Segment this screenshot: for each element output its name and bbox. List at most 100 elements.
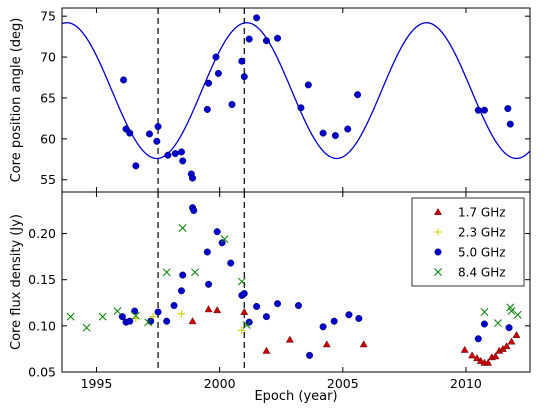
- flux-point-circle: [227, 259, 235, 267]
- legend-box: [411, 197, 525, 287]
- flux-point-circle: [253, 302, 261, 310]
- legend-label: 2.3 GHz: [458, 226, 506, 240]
- legend-label: 8.4 GHz: [458, 266, 506, 280]
- position-angle-point: [205, 79, 213, 87]
- flux-point-circle: [177, 287, 185, 295]
- flux-point-circle: [345, 311, 353, 319]
- flux-point-circle: [190, 206, 198, 214]
- position-angle-point: [145, 130, 153, 138]
- top-vertical-lines: [157, 8, 245, 192]
- position-angle-point: [304, 81, 312, 89]
- position-angle-point: [203, 105, 211, 113]
- position-angle-point: [274, 34, 282, 42]
- flux-point-x: [513, 310, 522, 319]
- flux-point-triangle: [240, 307, 249, 315]
- position-angle-point: [214, 69, 222, 77]
- flux-point-x: [494, 319, 502, 328]
- flux-point-triangle: [476, 356, 485, 364]
- flux-point-triangle: [468, 351, 477, 359]
- bottom-panel: 0.05 0.10 0.15 0.20 1995 2000 2005 2010 Core f…: [9, 191, 531, 404]
- flux-point-triangle: [262, 346, 271, 354]
- flux-point-circle: [306, 351, 314, 359]
- flux-point-x: [113, 307, 122, 316]
- flux-point-triangle: [473, 354, 481, 362]
- position-angle-point: [331, 132, 339, 140]
- position-angle-point: [171, 150, 179, 158]
- flux-point-x: [480, 308, 489, 316]
- y-tick-label: 0.10: [28, 318, 56, 333]
- top-panel: 55 60 65 70 75 Core position angle (deg): [9, 7, 531, 193]
- flux-point-triangle: [188, 317, 197, 325]
- flux-point-x: [98, 312, 107, 321]
- position-angle-point: [297, 104, 305, 112]
- flux-point-circle: [147, 317, 155, 325]
- position-angle-point: [126, 129, 134, 137]
- y-tick-label: 70: [40, 50, 56, 65]
- top-data-points: [120, 14, 514, 182]
- y-tick-label: 75: [40, 9, 56, 24]
- position-angle-point: [319, 129, 327, 137]
- flux-point-circle: [218, 239, 226, 247]
- legend-marker: [434, 248, 442, 256]
- model-curve: [61, 22, 531, 160]
- flux-point-circle: [203, 248, 211, 256]
- position-angle-point: [154, 123, 162, 131]
- flux-point-x: [144, 318, 153, 327]
- flux-point-circle: [170, 302, 178, 310]
- legend: 1.7 GHz 2.3 GHz 5.0 GHz 8.4 GHz: [411, 197, 525, 287]
- position-angle-point: [504, 105, 512, 113]
- position-angle-point: [474, 106, 482, 114]
- position-angle-point: [253, 14, 261, 22]
- flux-point-circle: [154, 308, 162, 316]
- y-tick-label: 65: [40, 90, 56, 105]
- flux-point-circle: [505, 324, 513, 332]
- bottom-x-ticks: 1995 2000 2005 2010: [81, 192, 482, 391]
- position-angle-point: [212, 53, 220, 61]
- top-y-ticks: 55 60 65 70 75: [40, 9, 530, 187]
- legend-marker: [434, 228, 442, 236]
- flux-point-x: [191, 268, 199, 277]
- y-tick-label: 60: [40, 131, 56, 146]
- flux-point-triangle: [285, 335, 294, 343]
- flux-point-circle: [480, 320, 488, 328]
- flux-point-circle: [126, 317, 134, 325]
- flux-point-triangle: [204, 305, 213, 313]
- y-tick-label: 0.20: [28, 226, 56, 241]
- position-angle-point: [228, 100, 236, 108]
- x-tick-label: 2005: [327, 376, 359, 391]
- flux-point-triangle: [502, 342, 511, 350]
- bottom-data-points: [66, 204, 522, 366]
- bottom-plot-frame: [61, 191, 531, 373]
- flux-point-x: [237, 277, 246, 286]
- y-tick-label: 0.15: [28, 272, 56, 287]
- flux-point-triangle: [484, 358, 493, 366]
- flux-point-x: [131, 311, 140, 320]
- flux-point-circle: [294, 302, 302, 310]
- flux-point-circle: [213, 228, 221, 236]
- top-y-axis-label: Core position angle (deg): [9, 18, 24, 183]
- flux-point-x: [162, 268, 171, 277]
- flux-point-circle: [274, 300, 282, 308]
- position-angle-point: [245, 35, 253, 43]
- flux-point-circle: [330, 317, 338, 325]
- flux-point-x: [66, 312, 75, 321]
- y-tick-label: 55: [40, 172, 56, 187]
- bottom-y-axis-label: Core flux density (Jy): [9, 214, 24, 350]
- x-tick-label: 2000: [204, 376, 236, 391]
- position-angle-point: [480, 106, 488, 114]
- legend-marker: [434, 268, 442, 276]
- flux-point-plus: [177, 310, 186, 318]
- x-tick-label: 2010: [450, 376, 482, 391]
- position-angle-point: [506, 120, 514, 128]
- position-angle-point: [179, 157, 187, 165]
- position-angle-point: [354, 91, 362, 99]
- flux-point-x: [242, 320, 251, 329]
- position-angle-point: [238, 57, 246, 65]
- position-angle-point: [120, 76, 128, 84]
- flux-point-circle: [262, 313, 270, 321]
- x-tick-label: 1995: [81, 376, 113, 391]
- position-angle-point: [153, 137, 161, 145]
- flux-point-triangle: [322, 340, 331, 348]
- position-angle-point: [240, 73, 248, 81]
